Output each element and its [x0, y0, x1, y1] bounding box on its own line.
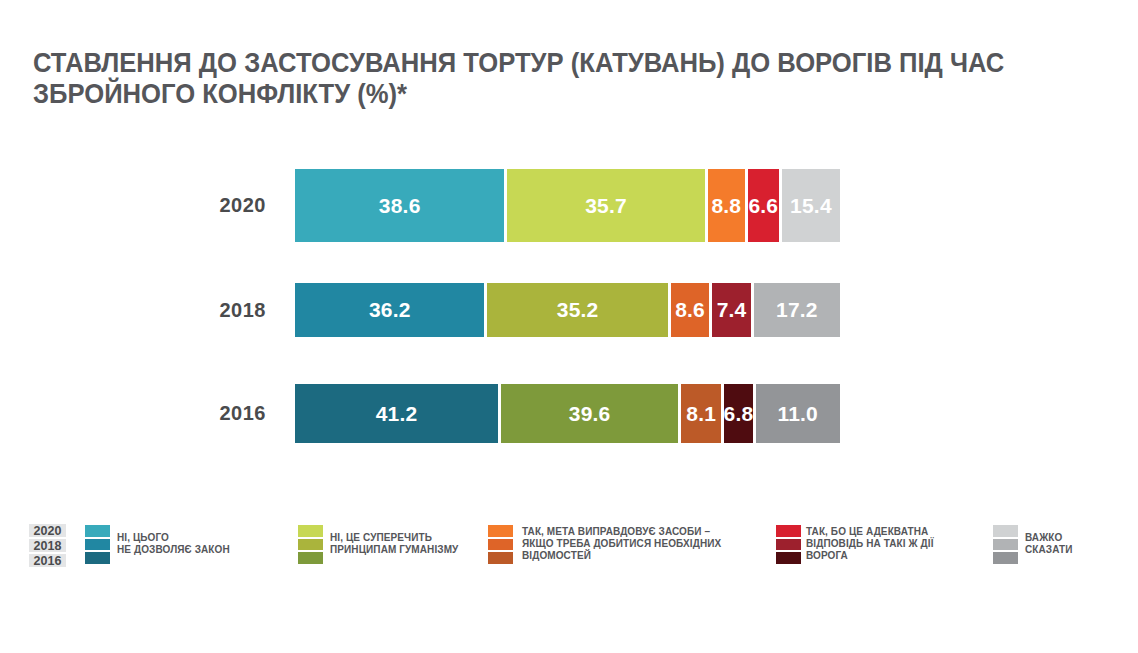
legend-swatches: [298, 525, 323, 564]
legend-swatch: [776, 539, 801, 551]
legend-swatch: [776, 552, 801, 564]
legend-swatch: [85, 539, 110, 551]
legend-swatches: [776, 525, 801, 564]
legend-swatch: [993, 552, 1018, 564]
legend-swatch: [993, 525, 1018, 537]
legend-year-chip: 2018: [29, 539, 66, 552]
legend-years: 2020 2018 2016: [29, 524, 66, 567]
chart-legend: 2020 2018 2016 НІ, ЦЬОГОНЕ ДОЗВОЛЯЄ ЗАКОН НІ…: [0, 0, 1138, 653]
legend-label: ВАЖКОСКАЗАТИ: [1025, 532, 1073, 556]
legend-label: ТАК, БО ЦЕ АДЕКВАТНАВІДПОВІДЬ НА ТАКІ Ж …: [806, 526, 934, 562]
legend-swatch: [488, 525, 513, 537]
legend-label: НІ, ЦЬОГОНЕ ДОЗВОЛЯЄ ЗАКОН: [117, 532, 230, 556]
legend-swatches: [85, 525, 110, 564]
legend-swatch: [85, 525, 110, 537]
legend-swatches: [993, 525, 1018, 564]
legend-label: НІ, ЦЕ СУПЕРЕЧИТЬПРИНЦИПАМ ГУМАНІЗМУ: [330, 532, 458, 556]
legend-swatch: [85, 552, 110, 564]
legend-swatch: [993, 539, 1018, 551]
legend-swatch: [298, 552, 323, 564]
legend-swatch: [776, 525, 801, 537]
legend-swatch: [298, 525, 323, 537]
legend-year-chip: 2016: [29, 554, 66, 567]
legend-swatch: [298, 539, 323, 551]
legend-label: ТАК, МЕТА ВИПРАВДОВУЄ ЗАСОБИ –ЯКЩО ТРЕБА…: [522, 526, 721, 562]
infographic-page: СТАВЛЕННЯ ДО ЗАСТОСУВАННЯ ТОРТУР (КАТУВА…: [0, 0, 1138, 653]
legend-year-chip: 2020: [29, 524, 66, 537]
legend-swatches: [488, 525, 513, 564]
legend-swatch: [488, 539, 513, 551]
legend-swatch: [488, 552, 513, 564]
